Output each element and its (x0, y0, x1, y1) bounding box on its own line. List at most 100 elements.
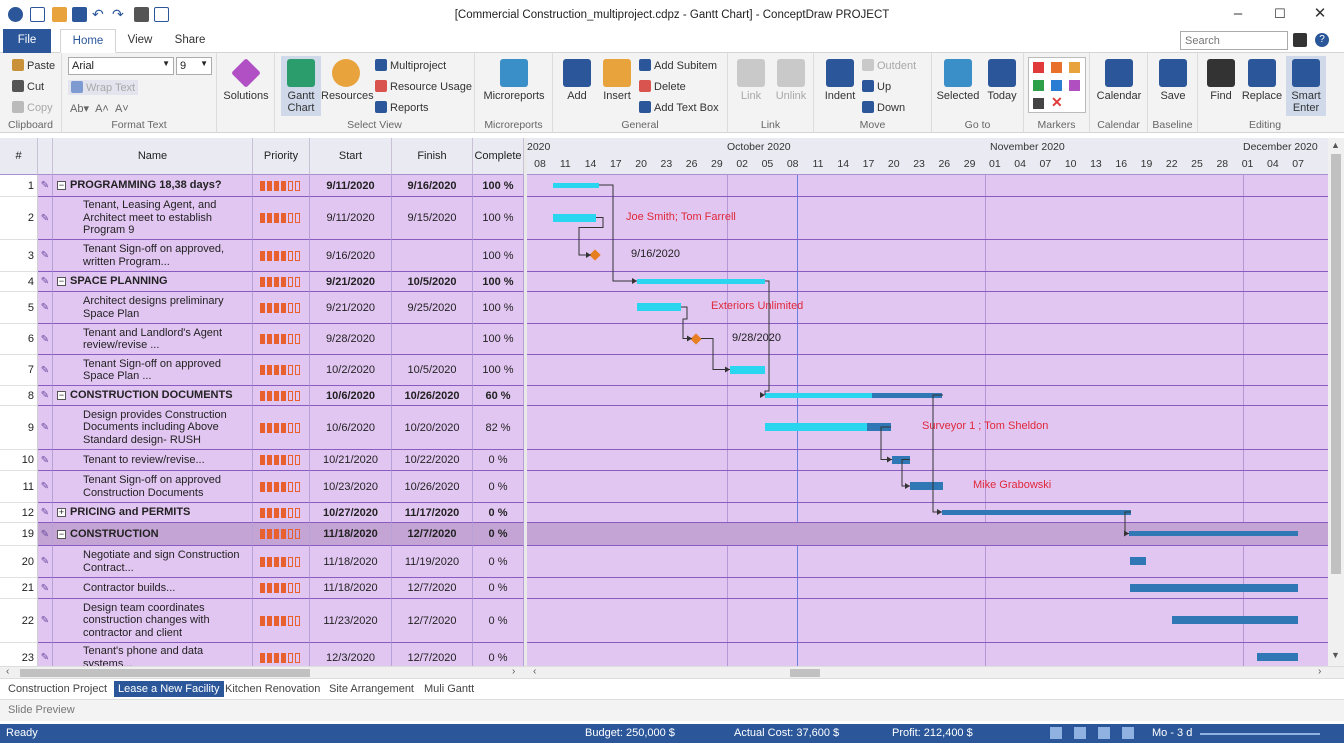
binoculars-icon[interactable] (1293, 33, 1307, 47)
task-name-cell[interactable]: Architect designs preliminary Space Plan (53, 292, 253, 324)
marker-red[interactable] (1033, 62, 1044, 73)
finish-date-cell[interactable]: 10/20/2020 (392, 406, 473, 450)
priority-indicator[interactable] (253, 523, 310, 546)
view-calendar-icon[interactable] (1122, 727, 1134, 739)
task-name-cell[interactable]: Tenant, Leasing Agent, and Architect mee… (53, 197, 253, 240)
dependency-link[interactable] (681, 306, 692, 339)
complete-cell[interactable]: 100 % (473, 292, 524, 324)
redo-icon[interactable]: ↷ (112, 6, 124, 22)
start-date-cell[interactable]: 10/21/2020 (310, 450, 392, 471)
maximize-icon[interactable]: ☐ (1274, 6, 1286, 21)
row-number[interactable]: 22 (0, 599, 38, 643)
font-size-select[interactable]: 9 ▼ (176, 57, 212, 75)
text-format-buttons[interactable]: Ab▾ A˄ A˅ (70, 103, 129, 115)
task-bar-remaining[interactable] (1257, 653, 1298, 661)
row-number[interactable]: 4 (0, 272, 38, 292)
gantt-chart-button[interactable]: Gantt Chart (281, 56, 321, 116)
start-date-cell[interactable]: 9/21/2020 (310, 292, 392, 324)
task-bar-done[interactable] (553, 214, 596, 222)
link-button[interactable]: Link (732, 59, 770, 102)
complete-cell[interactable]: 0 % (473, 643, 524, 666)
add-subitem-button[interactable]: Add Subitem (639, 59, 717, 72)
row-number[interactable]: 10 (0, 450, 38, 471)
microreports-button[interactable]: Microreports (479, 59, 549, 102)
priority-indicator[interactable] (253, 324, 310, 355)
row-number[interactable]: 2 (0, 197, 38, 240)
col-header-num[interactable]: # (0, 138, 38, 175)
priority-indicator[interactable] (253, 197, 310, 240)
complete-cell[interactable]: 60 % (473, 386, 524, 406)
task-name-cell[interactable]: − CONSTRUCTION (53, 523, 253, 546)
move-down-button[interactable]: Down (862, 101, 905, 114)
row-number[interactable]: 6 (0, 324, 38, 355)
grid-scroll-thumb[interactable] (20, 669, 310, 677)
marker-purple[interactable] (1069, 80, 1080, 91)
search-input[interactable] (1180, 31, 1288, 50)
col-header-complete[interactable]: Complete (473, 138, 524, 175)
table-row[interactable]: 19 ✎ − CONSTRUCTION 11/18/2020 12/7/2020 0 % (0, 523, 524, 546)
start-date-cell[interactable]: 10/2/2020 (310, 355, 392, 386)
summary-bar-remaining[interactable] (1129, 531, 1298, 536)
complete-cell[interactable]: 100 % (473, 175, 524, 197)
table-row[interactable]: 20 ✎ Negotiate and sign Construction Contr… (0, 546, 524, 578)
insert-button[interactable]: Insert (597, 59, 637, 102)
finish-date-cell[interactable] (392, 240, 473, 272)
complete-cell[interactable]: 100 % (473, 197, 524, 240)
table-row[interactable]: 22 ✎ Design team coordinates construction … (0, 599, 524, 643)
marker-yellow[interactable] (1069, 62, 1080, 73)
row-number[interactable]: 3 (0, 240, 38, 272)
table-row[interactable]: 7 ✎ Tenant Sign-off on approved Space Plan… (0, 355, 524, 386)
multiproject-button[interactable]: Multiproject (375, 59, 446, 72)
task-bar-done[interactable] (765, 423, 867, 431)
priority-indicator[interactable] (253, 386, 310, 406)
row-number[interactable]: 20 (0, 546, 38, 578)
complete-cell[interactable]: 82 % (473, 406, 524, 450)
row-number[interactable]: 8 (0, 386, 38, 406)
summary-bar-done[interactable] (765, 393, 872, 398)
unlink-button[interactable]: Unlink (770, 59, 812, 102)
new-icon[interactable] (30, 7, 45, 22)
finish-date-cell[interactable]: 9/16/2020 (392, 175, 473, 197)
start-date-cell[interactable]: 11/18/2020 (310, 523, 392, 546)
task-bar-done[interactable] (730, 366, 765, 374)
finish-date-cell[interactable]: 9/15/2020 (392, 197, 473, 240)
dependency-link[interactable] (599, 184, 637, 282)
font-select[interactable]: Arial ▼ (68, 57, 174, 75)
start-date-cell[interactable]: 9/11/2020 (310, 197, 392, 240)
col-header-indicator[interactable] (38, 138, 53, 175)
priority-indicator[interactable] (253, 471, 310, 503)
vertical-scrollbar[interactable]: ▲ ▼ (1328, 138, 1344, 666)
task-name-cell[interactable]: Tenant's phone and data systems... (53, 643, 253, 666)
task-bar-remaining[interactable] (867, 423, 891, 431)
collapse-icon[interactable]: − (57, 390, 66, 400)
task-name-cell[interactable]: − SPACE PLANNING (53, 272, 253, 292)
task-bar-remaining[interactable] (1172, 616, 1298, 624)
replace-button[interactable]: Replace (1240, 59, 1284, 102)
task-name-cell[interactable]: Design provides Construction Documents i… (53, 406, 253, 450)
goto-today-button[interactable]: Today (982, 59, 1022, 102)
complete-cell[interactable]: 100 % (473, 240, 524, 272)
task-name-cell[interactable]: Tenant Sign-off on approved, written Pro… (53, 240, 253, 272)
marker-orange[interactable] (1051, 62, 1062, 73)
close-icon[interactable]: ✕ (1313, 5, 1327, 22)
col-header-priority[interactable]: Priority (253, 138, 310, 175)
minimize-icon[interactable]: – (1233, 5, 1243, 22)
priority-indicator[interactable] (253, 292, 310, 324)
finish-date-cell[interactable]: 9/25/2020 (392, 292, 473, 324)
finish-date-cell[interactable]: 10/22/2020 (392, 450, 473, 471)
complete-cell[interactable]: 0 % (473, 578, 524, 599)
table-row[interactable]: 6 ✎ Tenant and Landlord's Agent review/rev… (0, 324, 524, 355)
finish-date-cell[interactable]: 11/17/2020 (392, 503, 473, 523)
priority-indicator[interactable] (253, 546, 310, 578)
save-icon[interactable] (72, 7, 87, 22)
task-name-cell[interactable]: Tenant Sign-off on approved Space Plan .… (53, 355, 253, 386)
scroll-down-icon[interactable]: ▼ (1331, 650, 1340, 660)
priority-indicator[interactable] (253, 578, 310, 599)
marker-blue[interactable] (1051, 80, 1062, 91)
task-name-cell[interactable]: + PRICING and PERMITS (53, 503, 253, 523)
collapse-icon[interactable]: − (57, 276, 66, 286)
view-report-icon[interactable] (1098, 727, 1110, 739)
complete-cell[interactable]: 0 % (473, 471, 524, 503)
help-icon[interactable]: ? (1315, 33, 1329, 47)
print-icon[interactable] (134, 7, 149, 22)
